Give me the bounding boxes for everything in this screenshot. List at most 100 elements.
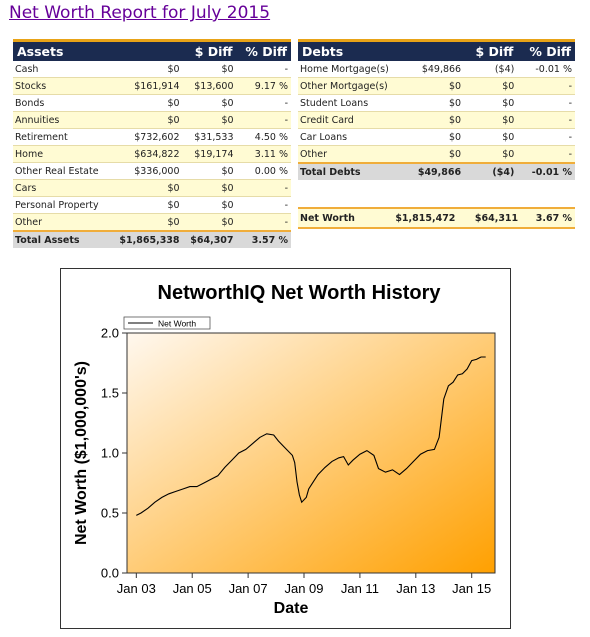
debt-name-cell: Credit Card [298,111,407,129]
asset-name-cell: Cash [13,61,111,78]
asset-value-cell: $0 [110,111,183,129]
asset-name-cell: Annuities [13,111,111,129]
asset-name-cell: Home [13,145,111,163]
asset-pct-cell: 0.00 % [236,162,291,180]
debt-value-cell: $0 [406,128,465,146]
net-worth-label: Net Worth [298,207,375,229]
net-worth-pct: 3.67 % [521,207,575,229]
legend-label: Net Worth [158,319,196,329]
asset-diff-cell: $0 [182,196,237,214]
report-title-link[interactable]: Net Worth Report for July 2015 [9,3,271,23]
asset-name-cell: Bonds [13,94,111,112]
asset-diff-cell: $0 [182,94,237,112]
y-tick-label: 0.0 [101,566,119,581]
asset-value-cell: $161,914 [110,77,183,95]
y-tick-label: 2.0 [101,326,119,341]
debt-row: Other Mortgage(s) $0 $0- [298,77,575,95]
asset-value-cell: $732,602 [110,128,183,146]
asset-value-cell: $336,000 [110,162,183,180]
net-worth-line [136,356,486,516]
x-tick-label: Jan 05 [173,581,212,596]
asset-name-cell: Retirement [13,128,111,146]
debt-diff-cell: $0 [464,145,518,164]
asset-diff-cell: $13,600 [182,77,237,95]
debt-name-cell: Car Loans [298,128,407,146]
asset-diff-cell: $0 [182,213,237,232]
net-worth-diff: $64,311 [458,207,522,229]
debt-name-cell: Student Loans [298,94,407,112]
asset-pct-cell: 9.17 % [236,77,291,95]
net-worth-history-chart: NetworthIQ Net Worth History 0.0 0.5 1.0 1.… [60,268,511,629]
debts-pct-header: % Diff [517,39,575,61]
x-tick-label: Jan 09 [284,581,323,596]
debt-total-row: Total Debts $49,866 ($4) -0.01 % [298,162,575,180]
asset-row: Other Real Estate $336,000 $0 0.00 % [13,162,291,180]
asset-value-cell: $0 [110,94,183,112]
assets-table: Assets $ Diff % Diff Cash $0 $0- Stocks $161… [13,39,291,248]
debts-value-header [406,39,465,61]
asset-pct-cell: - [236,213,291,232]
debt-name-cell: Other Mortgage(s) [298,77,407,95]
asset-pct-cell: 3.11 % [236,145,291,163]
asset-pct-cell: - [236,196,291,214]
asset-row: Other $0 $0- [13,213,291,232]
debt-row: Credit Card $0 $0- [298,111,575,129]
asset-name-cell: Other Real Estate [13,162,111,180]
debt-value-cell: $0 [406,111,465,129]
assets-diff-header: $ Diff [182,39,237,61]
debt-diff-cell: $0 [464,111,518,129]
debt-diff-cell: $0 [464,77,518,95]
debt-pct-cell: -0.01 % [517,61,575,78]
debt-pct-cell: - [517,128,575,146]
asset-pct-cell: - [236,179,291,197]
debts-table: Debts $ Diff % Diff Home Mortgage(s) $49,… [298,39,575,180]
debt-pct-cell: - [517,111,575,129]
asset-row: Cars $0 $0- [13,179,291,197]
asset-diff-cell: $0 [182,162,237,180]
chart-legend: Net Worth [123,316,211,330]
debt-diff-cell: $0 [464,128,518,146]
debt-value-cell: $0 [406,77,465,95]
asset-value-cell: $0 [110,61,183,78]
asset-total-name: Total Assets [13,230,111,248]
asset-row: Retirement $732,602 $31,533 4.50 % [13,128,291,146]
asset-diff-cell: $31,533 [182,128,237,146]
asset-total-row: Total Assets $1,865,338 $64,307 3.57 % [13,230,291,248]
asset-name-cell: Stocks [13,77,111,95]
debt-row: Other $0 $0- [298,145,575,164]
asset-diff-cell: $19,174 [182,145,237,163]
debt-name-cell: Home Mortgage(s) [298,61,407,78]
assets-header: Assets [13,39,111,61]
asset-diff-cell: $0 [182,179,237,197]
x-tick-label: Jan 07 [229,581,268,596]
asset-name-cell: Other [13,213,111,232]
asset-diff-cell: $0 [182,61,237,78]
asset-pct-cell: - [236,111,291,129]
debt-total-diff: ($4) [464,162,518,180]
asset-value-cell: $634,822 [110,145,183,163]
debt-total-name: Total Debts [298,162,407,180]
asset-pct-cell: - [236,61,291,78]
debts-diff-header: $ Diff [464,39,518,61]
asset-pct-cell: 4.50 % [236,128,291,146]
asset-row: Stocks $161,914 $13,600 9.17 % [13,77,291,95]
debt-total-pct: -0.01 % [517,162,575,180]
debt-total-value: $49,866 [406,162,465,180]
debt-row: Student Loans $0 $0- [298,94,575,112]
asset-value-cell: $0 [110,196,183,214]
asset-total-pct: 3.57 % [236,230,291,248]
y-tick-label: 1.5 [101,386,119,401]
asset-row: Bonds $0 $0- [13,94,291,112]
asset-pct-cell: - [236,94,291,112]
asset-total-value: $1,865,338 [110,230,183,248]
x-tick-label: Jan 15 [452,581,491,596]
debt-value-cell: $0 [406,145,465,164]
assets-value-header [110,39,183,61]
y-axis-label: Net Worth ($1,000,000's) [73,361,90,545]
asset-value-cell: $0 [110,179,183,197]
net-worth-table: Net Worth $1,815,472 $64,311 3.67 % [298,207,575,229]
debt-diff-cell: ($4) [464,61,518,78]
asset-name-cell: Personal Property [13,196,111,214]
x-tick-label: Jan 13 [396,581,435,596]
chart-svg: NetworthIQ Net Worth History 0.0 0.5 1.0 1.… [73,282,496,617]
